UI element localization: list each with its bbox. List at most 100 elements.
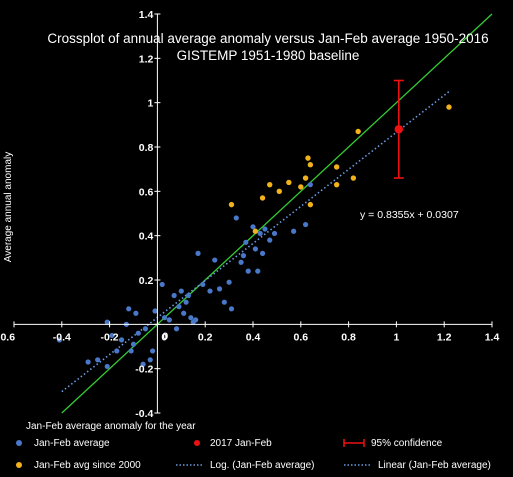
point-since-2000: [276, 188, 282, 195]
x-tick-label: 0.6: [293, 331, 308, 343]
chart-title: Crossplot of annual average anomaly vers…: [47, 31, 488, 46]
point-jan-feb: [56, 337, 63, 343]
point-jan-feb: [133, 310, 139, 316]
point-jan-feb: [181, 310, 187, 316]
legend-label-linear-trend: Linear (Jan-Feb average): [378, 460, 491, 471]
point-jan-feb: [142, 326, 149, 332]
point-2017: [394, 125, 403, 134]
point-jan-feb: [171, 292, 177, 299]
point-jan-feb: [207, 288, 213, 294]
point-jan-feb: [104, 363, 110, 370]
point-jan-feb: [291, 228, 297, 234]
point-jan-feb: [255, 268, 261, 274]
point-since-2000: [333, 164, 340, 170]
point-jan-feb: [226, 279, 232, 285]
point-jan-feb: [240, 253, 247, 259]
x-tick-label: 1.2: [437, 331, 452, 343]
point-jan-feb: [233, 215, 239, 221]
point-jan-feb: [147, 357, 153, 363]
regression-equation: y = 0.8355x + 0.0307: [360, 209, 459, 221]
point-jan-feb: [126, 306, 132, 312]
point-jan-feb: [252, 246, 258, 252]
point-since-2000: [252, 228, 259, 234]
point-jan-feb: [173, 326, 180, 332]
point-since-2000: [286, 179, 292, 186]
point-since-2000: [228, 201, 235, 208]
axis-layer: -0.6 -0.4 -0.2 0 0.2 0.4 0.6 0.8 1 1.2 1.4 -0.4 -0.2…: [0, 9, 499, 420]
point-jan-feb: [257, 230, 263, 237]
point-since-2000: [350, 175, 357, 181]
point-jan-feb: [109, 332, 115, 339]
point-jan-feb: [271, 230, 278, 237]
x-tick-label: -0.4: [53, 331, 71, 343]
point-jan-feb: [104, 319, 110, 325]
point-jan-feb: [243, 239, 249, 245]
point-since-2000: [305, 155, 311, 161]
linear-trendline: [61, 90, 450, 393]
legend-swatch-since-2000: [16, 462, 22, 468]
y-tick-label: 0.2: [139, 275, 154, 287]
point-jan-feb: [212, 257, 218, 263]
legend-label-log-trend: Log. (Jan-Feb average): [210, 460, 315, 471]
point-jan-feb: [185, 292, 192, 299]
y-tick-label: 0: [162, 330, 168, 342]
point-jan-feb: [85, 359, 91, 365]
legend-swatch-2017: [194, 440, 200, 446]
point-jan-feb: [152, 308, 158, 314]
y-tick-label: -0.2: [135, 364, 153, 376]
point-jan-feb: [200, 281, 206, 288]
x-tick-label: -0.2: [101, 331, 119, 343]
point-since-2000: [307, 162, 314, 168]
point-jan-feb: [140, 361, 146, 367]
point-jan-feb: [128, 348, 134, 354]
point-jan-feb: [216, 286, 223, 292]
x-tick-label: -0.6: [0, 331, 15, 343]
point-jan-feb: [228, 306, 235, 312]
point-jan-feb: [114, 348, 120, 354]
point-jan-feb: [95, 357, 101, 363]
point-since-2000: [446, 104, 452, 110]
point-jan-feb: [195, 250, 201, 256]
point-jan-feb: [188, 315, 194, 321]
point-jan-feb: [238, 259, 244, 265]
point-jan-feb: [221, 299, 227, 305]
point-since-2000: [333, 181, 340, 188]
point-jan-feb: [307, 182, 313, 188]
point-jan-feb: [130, 341, 137, 347]
x-axis-label: Jan-Feb average anomaly for the year: [26, 421, 196, 432]
y-tick-label: 0.6: [139, 186, 154, 198]
point-jan-feb: [118, 337, 125, 343]
y-tick-label: 0.8: [139, 142, 154, 154]
point-jan-feb: [262, 226, 268, 232]
point-jan-feb: [259, 250, 266, 256]
chart-subtitle: GISTEMP 1951-1980 baseline: [177, 48, 360, 63]
legend-swatch-jan-feb: [16, 440, 22, 446]
x-tick-label: 0.2: [198, 331, 213, 343]
legend-label-2017: 2017 Jan-Feb: [210, 438, 272, 449]
point-since-2000: [355, 128, 361, 135]
x-tick-label: 0.4: [246, 331, 261, 343]
point-since-2000: [302, 175, 309, 181]
point-jan-feb: [302, 221, 309, 228]
point-jan-feb: [176, 304, 182, 310]
point-jan-feb: [135, 330, 141, 336]
y-tick-label: 0.4: [139, 231, 154, 243]
point-jan-feb: [159, 281, 165, 288]
x-tick-label: 0.8: [341, 331, 356, 343]
point-jan-feb: [193, 317, 199, 323]
point-jan-feb: [166, 317, 172, 323]
point-jan-feb: [161, 315, 168, 321]
point-jan-feb: [150, 348, 156, 354]
point-since-2000: [259, 195, 266, 201]
legend: Jan-Feb average 2017 Jan-Feb 95% confide…: [16, 438, 491, 471]
point-since-2000: [298, 184, 304, 190]
point-jan-feb: [267, 237, 273, 243]
point-jan-feb: [250, 224, 256, 230]
y-tick-label: 1: [148, 98, 154, 110]
legend-label-confidence: 95% confidence: [371, 438, 443, 449]
x-tick-label: 1: [393, 331, 399, 343]
x-tick-label: 0: [161, 331, 167, 343]
y-tick-label: -0.4: [135, 408, 153, 420]
